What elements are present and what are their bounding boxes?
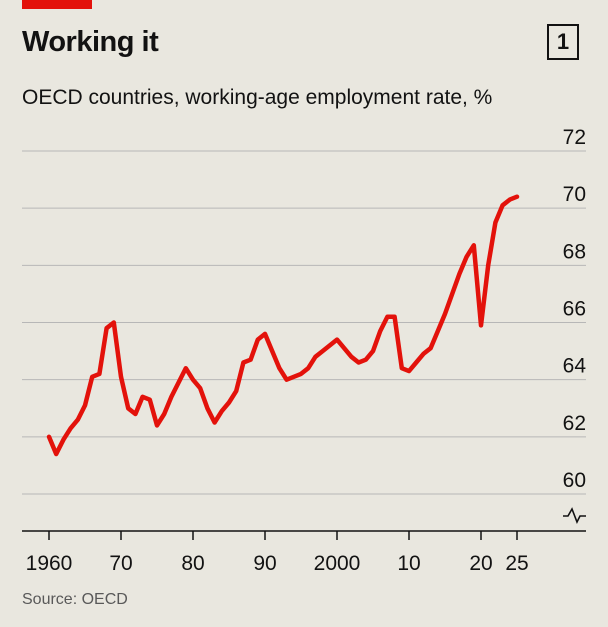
x-tick-label: 2000 bbox=[314, 552, 361, 575]
y-tick-label: 70 bbox=[563, 183, 586, 206]
x-tick-label: 90 bbox=[253, 552, 276, 575]
x-tick-label: 1960 bbox=[26, 552, 73, 575]
employment-rate-line bbox=[46, 194, 520, 457]
x-tick-label: 10 bbox=[397, 552, 420, 575]
x-tick-label: 80 bbox=[181, 552, 204, 575]
y-tick-label: 64 bbox=[563, 355, 587, 378]
x-tick-label: 20 bbox=[469, 552, 492, 575]
y-tick-label: 72 bbox=[563, 126, 586, 149]
y-tick-label: 68 bbox=[563, 240, 586, 263]
x-tick-label: 70 bbox=[109, 552, 132, 575]
y-tick-label: 62 bbox=[563, 412, 586, 435]
x-tick-label: 25 bbox=[505, 552, 528, 575]
chart-number-badge: 1 bbox=[547, 24, 579, 60]
chart-subtitle: OECD countries, working-age employment r… bbox=[22, 86, 493, 109]
axis-break-icon bbox=[563, 507, 586, 524]
y-tick-label: 66 bbox=[563, 298, 586, 321]
y-tick-label: 60 bbox=[563, 469, 586, 492]
brand-red-tag bbox=[22, 0, 92, 9]
source-note: Source: OECD bbox=[22, 591, 128, 608]
chart-title: Working it bbox=[22, 26, 159, 58]
